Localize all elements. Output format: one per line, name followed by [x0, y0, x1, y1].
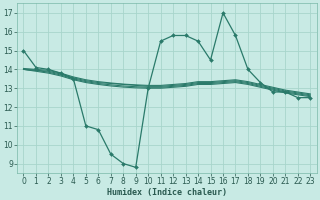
X-axis label: Humidex (Indice chaleur): Humidex (Indice chaleur) [107, 188, 227, 197]
